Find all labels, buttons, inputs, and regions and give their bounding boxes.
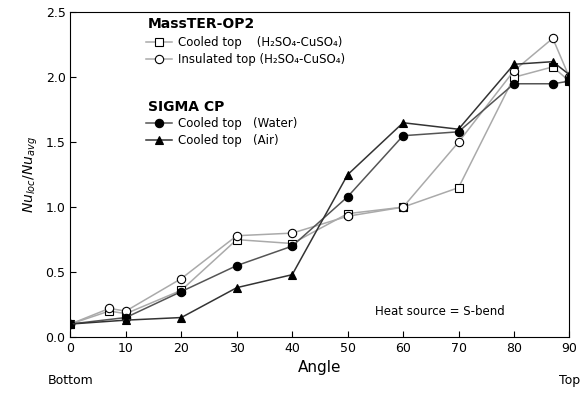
- Cooled top    (H₂SO₄-CuSO₄): [566, 79, 573, 83]
- Cooled top   (Water): [289, 244, 296, 249]
- Line: Cooled top    (H₂SO₄-CuSO₄): Cooled top (H₂SO₄-CuSO₄): [66, 63, 573, 328]
- Cooled top   (Air): [400, 120, 407, 125]
- Cooled top   (Air): [549, 59, 556, 64]
- Text: Bottom: Bottom: [48, 374, 93, 387]
- Cooled top   (Water): [566, 79, 573, 83]
- Cooled top   (Water): [549, 81, 556, 86]
- Insulated top (H₂SO₄-CuSO₄): [400, 205, 407, 210]
- Cooled top    (H₂SO₄-CuSO₄): [344, 211, 351, 216]
- Cooled top   (Air): [178, 315, 185, 320]
- Cooled top    (H₂SO₄-CuSO₄): [67, 321, 74, 326]
- Insulated top (H₂SO₄-CuSO₄): [233, 233, 240, 238]
- Text: Heat source = S-bend: Heat source = S-bend: [375, 305, 505, 318]
- Cooled top   (Air): [122, 318, 129, 323]
- Text: Top: Top: [559, 374, 580, 387]
- Cooled top    (H₂SO₄-CuSO₄): [178, 288, 185, 293]
- Insulated top (H₂SO₄-CuSO₄): [566, 75, 573, 80]
- Cooled top   (Water): [178, 289, 185, 294]
- Insulated top (H₂SO₄-CuSO₄): [106, 306, 113, 311]
- Text: SIGMA CP: SIGMA CP: [148, 100, 224, 114]
- Line: Insulated top (H₂SO₄-CuSO₄): Insulated top (H₂SO₄-CuSO₄): [66, 34, 573, 328]
- Cooled top   (Water): [122, 315, 129, 320]
- Line: Cooled top   (Air): Cooled top (Air): [66, 58, 573, 328]
- Insulated top (H₂SO₄-CuSO₄): [549, 36, 556, 41]
- Insulated top (H₂SO₄-CuSO₄): [455, 140, 462, 145]
- Y-axis label: $Nu_{loc}/Nu_{avg}$: $Nu_{loc}/Nu_{avg}$: [22, 136, 40, 213]
- Legend: Cooled top   (Water), Cooled top   (Air): Cooled top (Water), Cooled top (Air): [146, 117, 298, 148]
- Insulated top (H₂SO₄-CuSO₄): [178, 276, 185, 281]
- Cooled top   (Air): [511, 62, 518, 67]
- Cooled top   (Water): [455, 129, 462, 134]
- Text: MassTER-OP2: MassTER-OP2: [148, 17, 255, 31]
- Cooled top    (H₂SO₄-CuSO₄): [400, 205, 407, 210]
- Cooled top    (H₂SO₄-CuSO₄): [455, 185, 462, 190]
- Cooled top   (Water): [400, 133, 407, 138]
- Line: Cooled top   (Water): Cooled top (Water): [66, 77, 573, 328]
- Cooled top    (H₂SO₄-CuSO₄): [289, 241, 296, 246]
- Cooled top   (Water): [344, 194, 351, 199]
- Cooled top    (H₂SO₄-CuSO₄): [511, 75, 518, 80]
- Cooled top   (Air): [67, 321, 74, 326]
- Insulated top (H₂SO₄-CuSO₄): [511, 68, 518, 73]
- Cooled top    (H₂SO₄-CuSO₄): [233, 237, 240, 242]
- Cooled top   (Air): [344, 172, 351, 177]
- Insulated top (H₂SO₄-CuSO₄): [67, 321, 74, 326]
- Cooled top    (H₂SO₄-CuSO₄): [549, 65, 556, 69]
- Insulated top (H₂SO₄-CuSO₄): [122, 309, 129, 314]
- Cooled top   (Water): [233, 263, 240, 268]
- Insulated top (H₂SO₄-CuSO₄): [289, 231, 296, 236]
- Insulated top (H₂SO₄-CuSO₄): [344, 214, 351, 219]
- X-axis label: Angle: Angle: [298, 360, 342, 375]
- Cooled top   (Water): [511, 81, 518, 86]
- Cooled top   (Air): [289, 272, 296, 277]
- Cooled top   (Water): [67, 321, 74, 326]
- Cooled top   (Air): [566, 72, 573, 77]
- Cooled top   (Air): [455, 127, 462, 132]
- Cooled top    (H₂SO₄-CuSO₄): [106, 309, 113, 314]
- Cooled top    (H₂SO₄-CuSO₄): [122, 311, 129, 316]
- Cooled top   (Air): [233, 285, 240, 290]
